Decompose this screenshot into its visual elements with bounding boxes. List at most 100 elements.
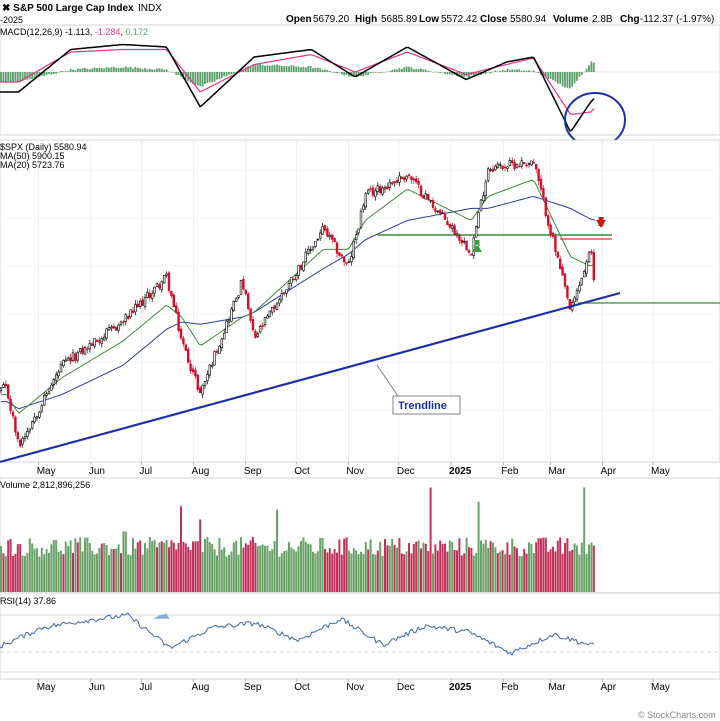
macd-histogram-bar: [532, 70, 535, 72]
candle-body: [386, 186, 389, 190]
macd-histogram-bar: [364, 72, 367, 75]
macd-histogram-bar: [417, 69, 420, 72]
candle-body: [2, 384, 5, 388]
macd-histogram-bar: [120, 67, 122, 72]
volume-bar: [424, 543, 427, 592]
candle-body: [105, 328, 108, 339]
volume-bar: [182, 541, 185, 592]
macd-histogram-bar: [273, 65, 276, 72]
candle-body: [414, 178, 418, 183]
candle-body: [477, 212, 480, 229]
candle-body: [213, 351, 216, 366]
volume-bar: [12, 555, 14, 592]
macd-histogram-bar: [319, 68, 322, 72]
volume-bar: [213, 549, 216, 592]
candle-body: [549, 224, 552, 235]
volume-bar: [388, 545, 391, 592]
volume-bar: [117, 544, 120, 592]
candle-body: [489, 169, 492, 171]
macd-histogram-bar: [249, 66, 252, 72]
trendline-callout-box: [392, 395, 461, 415]
volume-bar: [331, 553, 334, 592]
macd-histogram-bar: [45, 72, 48, 76]
x-axis-tick-label: Mar: [548, 682, 566, 693]
candle-body: [0, 387, 3, 391]
volume-bar: [124, 531, 127, 592]
volume-bar: [525, 553, 528, 592]
volume-bar: [345, 537, 348, 592]
candle-body: [278, 299, 281, 304]
macd-histogram-bar: [220, 72, 223, 78]
candle-body: [465, 240, 468, 251]
volume-bar: [453, 549, 456, 592]
macd-histogram-bar: [50, 72, 53, 75]
macd-histogram-bar: [552, 72, 554, 80]
candle-body: [417, 180, 420, 185]
macd-histogram-bar: [12, 72, 14, 83]
candle-body: [42, 394, 46, 406]
volume-bar: [244, 543, 247, 592]
macd-histogram-bar: [96, 68, 98, 72]
volume-bar: [271, 549, 274, 592]
x-axis-tick-label: Jun: [89, 466, 105, 477]
candle-body: [585, 261, 588, 274]
macd-histogram-bar: [369, 72, 372, 74]
macd-histogram-bar: [307, 66, 310, 72]
candle-body: [554, 235, 557, 252]
volume-bar: [468, 547, 470, 592]
volume-bar: [163, 542, 166, 592]
macd-histogram-bar: [487, 72, 490, 73]
candle-body: [544, 197, 548, 217]
candle-body: [410, 176, 413, 180]
macd-histogram-bar: [127, 67, 130, 72]
volume-bar: [50, 544, 53, 592]
macd-histogram-bar: [424, 69, 427, 72]
volume-bar: [432, 553, 434, 592]
x-axis-tick-label: 2025: [449, 466, 472, 477]
macd-histogram-bar: [362, 72, 365, 77]
candle-body: [405, 175, 408, 180]
x-axis-tick-label: Jul: [139, 466, 152, 477]
candle-body: [491, 168, 495, 172]
candle-body: [275, 303, 279, 310]
candle-body: [163, 275, 166, 284]
volume-bar: [513, 546, 516, 592]
volume-bar: [583, 487, 586, 592]
candle-body: [249, 308, 252, 321]
candle-body: [309, 249, 312, 251]
volume-bar: [62, 554, 65, 592]
candle-body: [141, 299, 144, 306]
candle-body: [175, 305, 178, 314]
candle-body: [263, 317, 267, 326]
volume-bar: [585, 554, 588, 592]
candle-body: [352, 241, 355, 259]
macd-histogram-bar: [261, 64, 264, 72]
volume-bar: [333, 549, 336, 592]
macd-histogram-bar: [386, 71, 389, 73]
volume-bar: [352, 548, 355, 592]
macd-histogram-bar: [136, 67, 139, 72]
low-value: 5572.42: [441, 14, 478, 25]
red-down-arrow-icon: [596, 217, 606, 228]
macd-histogram-bar: [393, 68, 396, 72]
volume-bar: [223, 547, 226, 592]
ma50-label: MA(50) 5900.15: [0, 151, 65, 161]
candle-body: [4, 383, 8, 387]
macd-histogram-bar: [129, 66, 132, 72]
candle-body: [76, 352, 80, 361]
volume-bar: [86, 537, 89, 592]
candle-body: [112, 326, 116, 329]
volume-bar: [400, 553, 403, 592]
high-value: 5685.89: [381, 14, 418, 25]
candle-body: [537, 169, 540, 182]
volume-bar: [122, 531, 125, 592]
candle-body: [64, 359, 68, 362]
macd-histogram-bar: [16, 72, 19, 82]
candle-body: [280, 293, 283, 300]
candle-body: [407, 174, 411, 177]
volume-bar: [415, 541, 418, 592]
macd-histogram-bar: [232, 72, 235, 74]
candle-body: [546, 215, 550, 226]
volume-bar: [422, 542, 425, 592]
volume-bar: [403, 554, 406, 592]
